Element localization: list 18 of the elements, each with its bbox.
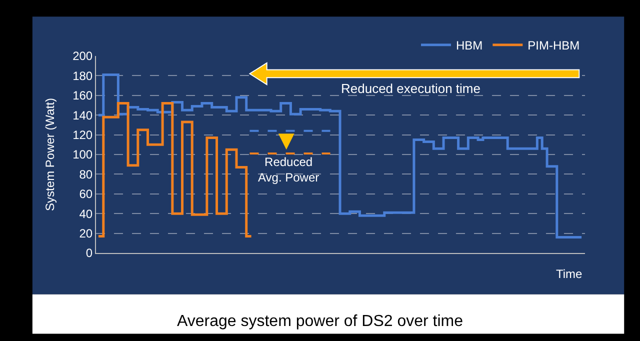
y-tick-label: 140 bbox=[72, 108, 93, 122]
legend-label: HBM bbox=[456, 38, 483, 53]
legend-label: PIM-HBM bbox=[528, 38, 580, 53]
y-tick-label: 160 bbox=[72, 88, 93, 103]
annotation: Reduced execution time bbox=[341, 81, 480, 96]
y-tick-label: 60 bbox=[79, 187, 93, 202]
x-axis-title: Time bbox=[556, 267, 583, 281]
y-tick-label: 80 bbox=[79, 167, 93, 182]
y-tick-label: 120 bbox=[72, 128, 93, 142]
y-tick-label: 20 bbox=[79, 226, 93, 240]
text: Average system power of DS2 over time bbox=[176, 313, 464, 330]
y-tick-label: 0 bbox=[86, 246, 93, 260]
annotation: Reduced Avg. Power bbox=[258, 155, 320, 185]
y-tick-label: 180 bbox=[72, 68, 93, 83]
y-tick-label: 40 bbox=[79, 206, 93, 221]
y-tick-label: 200 bbox=[72, 49, 93, 64]
y-axis-title: System Power (Watt) bbox=[42, 98, 57, 211]
y-tick-label: 100 bbox=[72, 148, 93, 162]
